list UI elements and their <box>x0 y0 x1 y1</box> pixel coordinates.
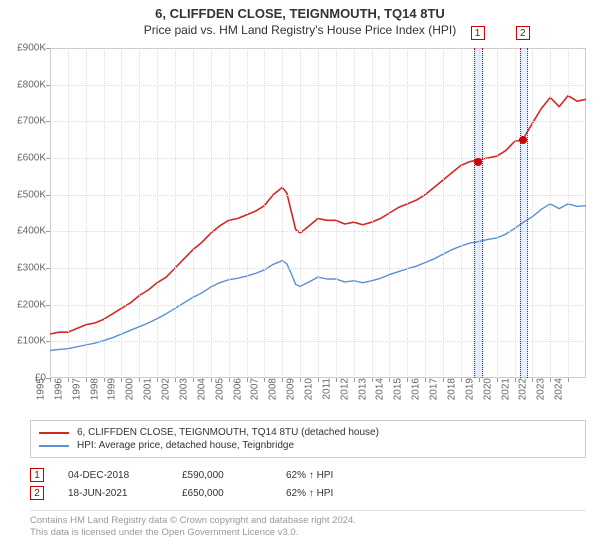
x-tick-label: 2012 <box>335 378 350 400</box>
x-tick-label: 1996 <box>49 378 64 400</box>
x-tick-label: 2019 <box>460 378 475 400</box>
sale-row: 2 18-JUN-2021 £650,000 62% ↑ HPI <box>30 484 586 502</box>
sale-markers-table: 1 04-DEC-2018 £590,000 62% ↑ HPI 2 18-JUN-202… <box>30 466 586 502</box>
sale-row-marker: 2 <box>30 486 44 500</box>
gridline-v <box>264 48 265 378</box>
x-tick-label: 1995 <box>31 378 46 400</box>
legend-row: 6, CLIFFDEN CLOSE, TEIGNMOUTH, TQ14 8TU … <box>39 426 577 439</box>
y-tick-label: £200K <box>17 299 50 310</box>
gridline-v <box>354 48 355 378</box>
legend-label: 6, CLIFFDEN CLOSE, TEIGNMOUTH, TQ14 8TU … <box>77 427 379 438</box>
y-tick-label: £900K <box>17 43 50 54</box>
x-tick-label: 2006 <box>228 378 243 400</box>
x-tick-label: 1999 <box>103 378 118 400</box>
footer-line-1: Contains HM Land Registry data © Crown c… <box>30 515 586 527</box>
gridline-v <box>568 48 569 378</box>
y-tick-label: £500K <box>17 189 50 200</box>
gridline-v <box>193 48 194 378</box>
x-tick-label: 2015 <box>389 378 404 400</box>
x-tick-label: 2014 <box>371 378 386 400</box>
gridline-v <box>425 48 426 378</box>
sale-marker-box: 1 <box>471 26 485 40</box>
gridline-v <box>229 48 230 378</box>
gridline-v <box>175 48 176 378</box>
chart-plot-area: £0£100K£200K£300K£400K£500K£600K£700K£80… <box>50 48 586 378</box>
x-tick <box>568 378 569 382</box>
gridline-v <box>68 48 69 378</box>
gridline-v <box>139 48 140 378</box>
gridline-v <box>461 48 462 378</box>
x-tick-label: 2000 <box>121 378 136 400</box>
x-tick-label: 2016 <box>407 378 422 400</box>
gridline-v <box>372 48 373 378</box>
sale-price: £650,000 <box>182 488 262 499</box>
x-tick-label: 2018 <box>442 378 457 400</box>
gridline-v <box>497 48 498 378</box>
y-tick-label: £100K <box>17 336 50 347</box>
sale-band <box>520 48 528 378</box>
x-tick-label: 2004 <box>192 378 207 400</box>
sale-marker-box: 2 <box>516 26 530 40</box>
y-tick-label: £800K <box>17 79 50 90</box>
x-tick-label: 2001 <box>139 378 154 400</box>
x-tick-label: 2003 <box>174 378 189 400</box>
y-tick-label: £300K <box>17 263 50 274</box>
gridline-v <box>318 48 319 378</box>
legend-swatch <box>39 445 69 447</box>
x-tick-label: 2021 <box>496 378 511 400</box>
sale-dot <box>519 136 527 144</box>
gridline-v <box>515 48 516 378</box>
y-tick-label: £600K <box>17 153 50 164</box>
legend-label: HPI: Average price, detached house, Teig… <box>77 440 294 451</box>
y-tick-label: £700K <box>17 116 50 127</box>
footer-line-2: This data is licensed under the Open Gov… <box>30 527 586 539</box>
gridline-v <box>550 48 551 378</box>
gridline-v <box>300 48 301 378</box>
gridline-v <box>211 48 212 378</box>
legend-swatch <box>39 432 69 434</box>
sale-row-marker: 1 <box>30 468 44 482</box>
x-tick-label: 2022 <box>514 378 529 400</box>
x-tick-label: 2013 <box>353 378 368 400</box>
gridline-v <box>121 48 122 378</box>
gridline-v <box>336 48 337 378</box>
gridline-v <box>443 48 444 378</box>
x-tick-label: 2007 <box>246 378 261 400</box>
gridline-v <box>157 48 158 378</box>
sale-hpi: 62% ↑ HPI <box>286 470 376 481</box>
sale-hpi: 62% ↑ HPI <box>286 488 376 499</box>
x-tick-label: 2017 <box>424 378 439 400</box>
x-tick-label: 2002 <box>156 378 171 400</box>
x-tick-label: 2009 <box>282 378 297 400</box>
chart-subtitle: Price paid vs. HM Land Registry's House … <box>0 21 600 41</box>
legend-row: HPI: Average price, detached house, Teig… <box>39 439 577 452</box>
gridline-v <box>247 48 248 378</box>
x-tick-label: 2005 <box>210 378 225 400</box>
x-tick-label: 1998 <box>85 378 100 400</box>
sale-band <box>474 48 482 378</box>
sale-price: £590,000 <box>182 470 262 481</box>
gridline-v <box>104 48 105 378</box>
x-tick-label: 2010 <box>299 378 314 400</box>
x-tick-label: 1997 <box>67 378 82 400</box>
x-tick-label: 2020 <box>478 378 493 400</box>
gridline-v <box>86 48 87 378</box>
x-tick-label: 2024 <box>550 378 565 400</box>
legend: 6, CLIFFDEN CLOSE, TEIGNMOUTH, TQ14 8TU … <box>30 420 586 458</box>
gridline-v <box>389 48 390 378</box>
sale-date: 04-DEC-2018 <box>68 470 158 481</box>
gridline-v <box>282 48 283 378</box>
x-tick-label: 2011 <box>318 378 333 400</box>
sale-row: 1 04-DEC-2018 £590,000 62% ↑ HPI <box>30 466 586 484</box>
sale-date: 18-JUN-2021 <box>68 488 158 499</box>
x-tick-label: 2023 <box>532 378 547 400</box>
gridline-v <box>532 48 533 378</box>
chart-title: 6, CLIFFDEN CLOSE, TEIGNMOUTH, TQ14 8TU <box>0 0 600 21</box>
gridline-v <box>407 48 408 378</box>
sale-dot <box>474 158 482 166</box>
x-tick-label: 2008 <box>264 378 279 400</box>
footer: Contains HM Land Registry data © Crown c… <box>30 510 586 540</box>
y-tick-label: £400K <box>17 226 50 237</box>
